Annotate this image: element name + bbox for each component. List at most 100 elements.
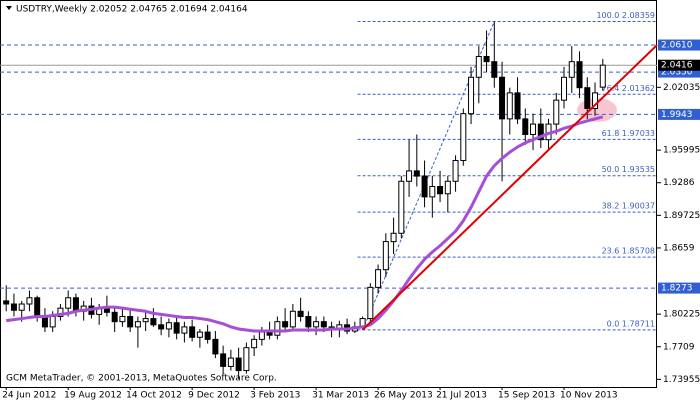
candle-body (72, 297, 79, 312)
candle-body (227, 357, 234, 367)
candle-body (375, 269, 382, 288)
trendline (361, 44, 658, 331)
candle-body (289, 310, 296, 328)
footer: GCM MetaTrader, © 2001-2013, MetaQuotes … (6, 374, 277, 384)
candle-body (367, 286, 374, 320)
candle-body (3, 300, 10, 305)
y-tick-label: 1.8659 (663, 243, 695, 253)
candle-body (204, 331, 211, 340)
candle-body (437, 185, 444, 195)
candle-body (251, 338, 258, 349)
candle-body (158, 324, 165, 330)
candle-body (305, 315, 312, 328)
fib-line (362, 21, 495, 331)
x-tick-label: 19 Aug 2012 (64, 391, 122, 401)
candle-body (522, 118, 529, 135)
y-tick-label: 1.7709 (663, 342, 695, 352)
candle-body (258, 331, 265, 340)
candle-body (41, 315, 48, 328)
x-tick-label: 15 Sep 2013 (498, 391, 555, 401)
candle-body (119, 315, 126, 323)
candle-body (553, 99, 560, 125)
fib-label: 76.4 2.01362 (602, 84, 655, 93)
y-tick-label: 1.9286 (663, 178, 695, 188)
candle-body (142, 318, 149, 323)
candle-body (320, 321, 327, 328)
candle-body (297, 310, 304, 317)
y-tick-label: 1.80225 (663, 310, 700, 320)
fib-label: 23.6 1.85708 (602, 247, 655, 256)
candle-body (530, 123, 537, 135)
y-tick-label: 1.95995 (663, 146, 700, 156)
candle-body (150, 318, 157, 326)
candle-body (406, 170, 413, 182)
candle-body (65, 297, 72, 309)
candle-body (49, 315, 56, 328)
candle-body (173, 322, 180, 334)
candle-body (196, 331, 203, 338)
bid-label-box (658, 59, 700, 71)
level-label: 1.9943 (661, 110, 693, 120)
candle-body (274, 321, 281, 336)
candle-body (398, 180, 405, 234)
candle-body (460, 113, 467, 161)
candle-body (561, 76, 568, 101)
y-tick-label: 1.89725 (663, 211, 700, 221)
level-label: 1.8273 (661, 284, 693, 294)
level-label-box (658, 282, 700, 294)
candle-body (212, 338, 219, 355)
candle-body (592, 92, 599, 109)
x-tick-label: 14 Oct 2012 (126, 391, 182, 401)
x-tick-label: 10 Nov 2013 (560, 391, 618, 401)
level-label-box (658, 66, 700, 78)
x-tick-label: 26 May 2013 (374, 391, 433, 401)
candle-body (584, 87, 591, 109)
candle-body (390, 232, 397, 243)
candle-body (243, 347, 250, 372)
candle-body (57, 307, 64, 317)
candle-body (514, 92, 521, 120)
candle-body (576, 61, 583, 89)
moving-average (5, 115, 604, 333)
x-tick-label: 24 Jun 2012 (2, 391, 56, 401)
candle-body (313, 321, 320, 328)
candle-body (282, 321, 289, 328)
candle-body (382, 241, 389, 271)
candle-body (483, 55, 490, 63)
candle-body (468, 76, 475, 115)
candle-body (10, 303, 17, 311)
level-label-box (658, 108, 700, 120)
candle-body (568, 61, 575, 78)
candle-body (134, 321, 141, 328)
x-tick-label: 9 Dec 2012 (188, 391, 240, 401)
fib-label: 100.0 2.08359 (596, 11, 655, 20)
chart-title: USDTRY,Weekly 2.02052 2.04765 2.01694 2.… (16, 5, 248, 15)
candle-body (266, 331, 273, 336)
x-tick-label: 3 Feb 2013 (250, 391, 300, 401)
candle-body (499, 76, 506, 120)
candle-body (26, 297, 33, 305)
candle-body (127, 315, 134, 328)
fib-label: 61.8 1.97033 (602, 129, 655, 138)
candle-body (235, 357, 242, 372)
candle-body (18, 303, 25, 311)
candle-body (506, 92, 513, 120)
candle-body (475, 55, 482, 78)
candle-body (599, 64, 606, 88)
level-label-box (658, 39, 700, 51)
x-tick-label: 21 Jul 2013 (436, 391, 487, 401)
candle-body (421, 175, 428, 198)
bid-label: 2.0416 (661, 61, 693, 71)
candle-body (429, 185, 436, 198)
candle-body (220, 353, 227, 367)
candle-body (491, 61, 498, 78)
candle-body (181, 326, 188, 334)
level-label: 2.0610 (661, 41, 693, 51)
candle-body (165, 322, 172, 330)
candle-body (444, 180, 451, 195)
candle-body (413, 170, 420, 177)
x-tick-label: 31 Mar 2013 (312, 391, 369, 401)
candle-body (111, 311, 118, 323)
candle-body (452, 159, 459, 182)
